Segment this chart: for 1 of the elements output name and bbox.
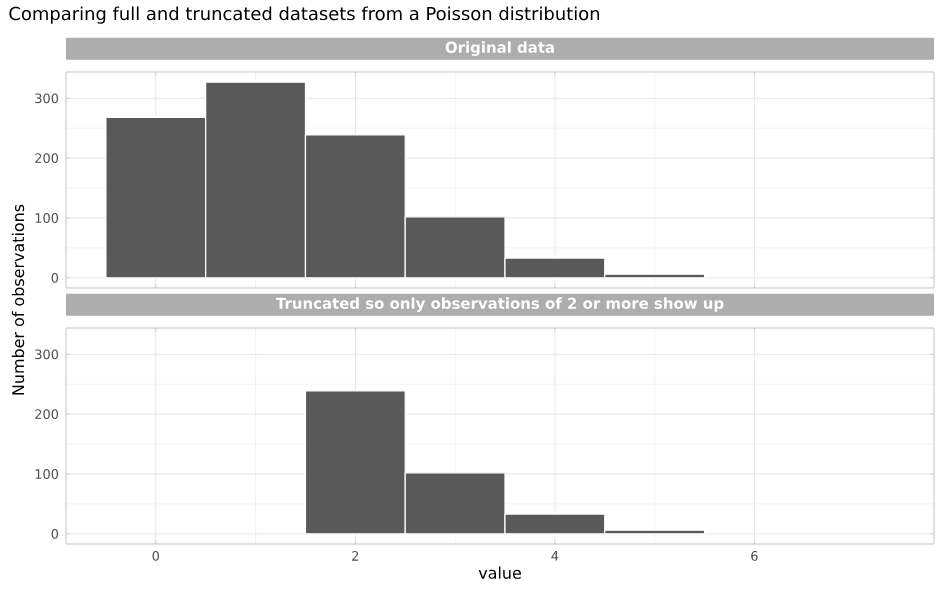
- chart-title: Comparing full and truncated datasets from a Poisson distribution: [9, 6, 600, 24]
